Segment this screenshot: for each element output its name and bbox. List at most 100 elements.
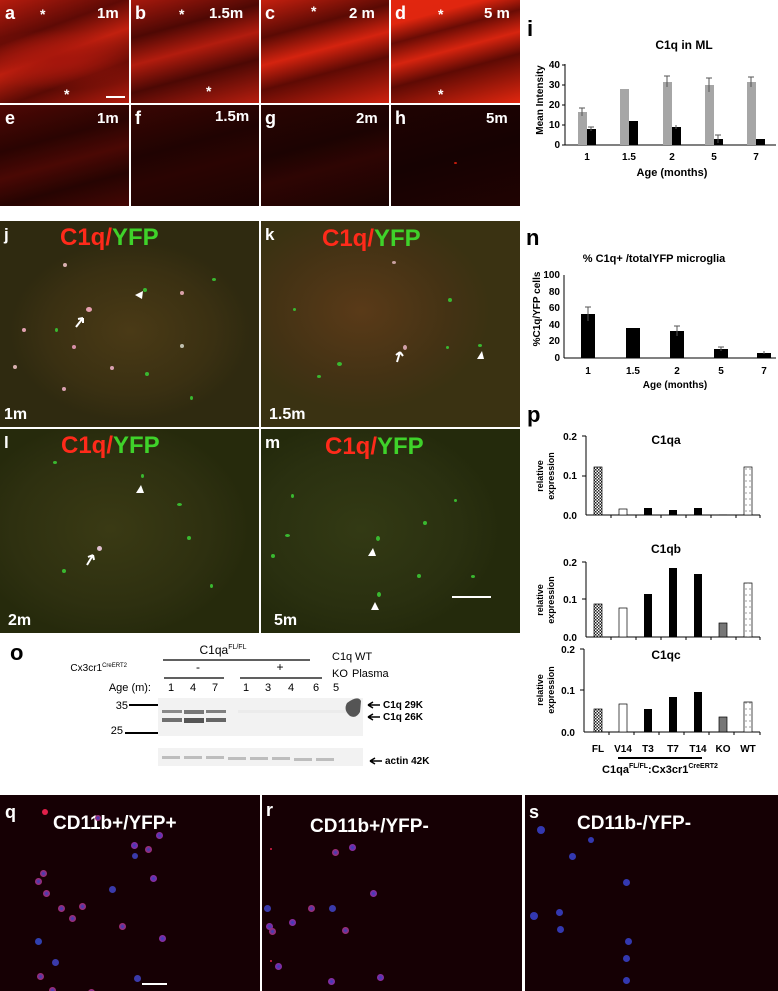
svg-text:7: 7	[753, 152, 759, 163]
age-label: 2m	[356, 110, 378, 127]
svg-text:0.2: 0.2	[561, 645, 575, 656]
yfp-cell	[376, 536, 380, 541]
yfp-cell	[177, 503, 182, 506]
cell-nucleus	[370, 890, 377, 897]
cell-nucleus	[289, 919, 296, 926]
arrowhead-icon	[135, 291, 143, 299]
yfp-cell	[190, 396, 193, 400]
svg-text:100: 100	[543, 270, 560, 281]
svg-text:40: 40	[549, 60, 561, 71]
c1q-cell	[110, 366, 114, 370]
svg-text:20: 20	[549, 100, 561, 111]
panel-s: s CD11b-/YFP-	[525, 795, 778, 991]
panel-d: d 5 m * *	[391, 0, 520, 103]
cell-nucleus	[37, 973, 44, 980]
spacer	[267, 802, 268, 803]
svg-text:0.0: 0.0	[563, 633, 577, 644]
age-label: 1.5m	[209, 5, 244, 22]
panel-label: j	[4, 225, 9, 244]
svg-text:1: 1	[243, 682, 249, 694]
c1q-cell	[22, 328, 26, 332]
panel-label: n	[526, 225, 540, 250]
panel-label: a	[5, 3, 16, 23]
cell-nucleus	[269, 928, 276, 935]
svg-text:0: 0	[554, 353, 560, 364]
cell-nucleus	[275, 963, 282, 970]
cell-nucleus	[88, 989, 95, 991]
cell-nucleus	[332, 849, 339, 856]
panel-label: p	[527, 402, 541, 427]
subplot-c1qc: C1qc relative expression 0.0 0.1 0.2 FL …	[535, 645, 761, 776]
panel-l: l C1q/YFP 2m	[0, 429, 259, 633]
age-label: 1m	[97, 110, 119, 127]
cell-nucleus	[35, 938, 42, 945]
svg-text:80: 80	[549, 287, 561, 298]
svg-text:0.0: 0.0	[561, 728, 575, 739]
yfp-cell	[446, 346, 449, 349]
red-spot	[270, 848, 272, 850]
svg-text:1.5: 1.5	[626, 366, 640, 377]
svg-text:WT: WT	[355, 651, 372, 663]
red-spot	[270, 960, 272, 962]
svg-text:expression: expression	[546, 666, 556, 714]
svg-text:60: 60	[549, 303, 561, 314]
arrow-icon	[86, 554, 95, 566]
panel-label: r	[266, 800, 274, 820]
arrowhead-icon	[136, 485, 144, 493]
panel-label: g	[265, 108, 276, 128]
cell-nucleus	[328, 978, 335, 985]
arrow-icon	[367, 701, 380, 709]
svg-text:5: 5	[333, 682, 339, 694]
asterisk: *	[64, 86, 70, 102]
svg-text:2: 2	[674, 366, 680, 377]
y-axis-label: Mean Intensity	[535, 65, 546, 135]
panel-q: q CD11b+/YFP+	[0, 795, 260, 991]
svg-text:relative: relative	[535, 674, 545, 706]
cell-nucleus	[159, 935, 166, 942]
panel-c: c 2 m *	[261, 0, 389, 103]
yfp-cell	[478, 344, 482, 347]
c1q-cell	[97, 546, 102, 551]
stain-title: C1q/YFP	[322, 225, 421, 252]
stain-title: C1q/YFP	[60, 224, 159, 251]
svg-text:5: 5	[718, 366, 724, 377]
svg-text:0: 0	[554, 140, 560, 151]
arrow-icon	[75, 317, 84, 328]
svg-text:KO: KO	[716, 744, 731, 755]
svg-text:C1qa: C1qa	[651, 433, 681, 447]
cell-nucleus	[119, 923, 126, 930]
yfp-cell	[187, 536, 191, 540]
yfp-cell	[293, 308, 296, 311]
yfp-cell	[317, 375, 321, 378]
age-label: 5m	[486, 110, 508, 127]
yfp-cell	[423, 521, 427, 525]
svg-text:-: -	[196, 660, 200, 674]
svg-text:0.1: 0.1	[563, 595, 577, 606]
age-label: 5 m	[484, 5, 510, 22]
scale-bar	[142, 983, 167, 985]
svg-text:7: 7	[761, 366, 767, 377]
yfp-cell	[454, 499, 457, 502]
svg-text:actin 42K: actin 42K	[385, 756, 430, 767]
yfp-cell	[141, 474, 144, 478]
svg-text:C1qc: C1qc	[651, 648, 681, 662]
cell-nucleus	[109, 886, 116, 893]
yfp-cell	[448, 298, 452, 302]
svg-text:7: 7	[212, 682, 218, 694]
svg-text:WT: WT	[740, 744, 756, 755]
svg-text:1.5: 1.5	[622, 152, 636, 163]
stain-title: C1q/YFP	[325, 433, 424, 460]
svg-text:1: 1	[585, 366, 591, 377]
panel-label: k	[265, 225, 275, 244]
cell-nucleus	[132, 853, 138, 859]
panel-label: e	[5, 108, 16, 128]
yfp-cell	[291, 494, 294, 498]
asterisk: *	[179, 6, 185, 22]
c1q-cell	[180, 291, 184, 295]
svg-text:V14: V14	[614, 744, 632, 755]
yfp-cell	[377, 592, 381, 597]
panel-r: r CD11b+/YFP-	[262, 795, 522, 991]
subplot-c1qa: C1qa relative expression 0.0 0.1 0.2	[535, 432, 761, 522]
svg-text:4: 4	[190, 682, 196, 694]
cell-nucleus	[79, 903, 86, 910]
